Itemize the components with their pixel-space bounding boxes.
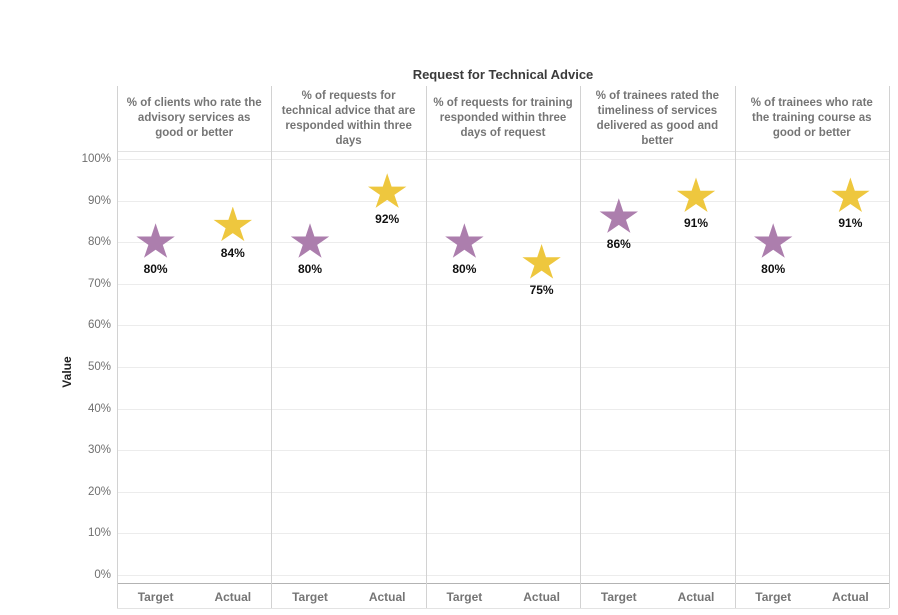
- y-axis-tick-label: 60%: [87, 319, 111, 332]
- panel-header: % of clients who rate the advisory servi…: [126, 97, 262, 139]
- panel-separator: [889, 86, 890, 608]
- y-axis-tick-label: 40%: [87, 402, 111, 415]
- y-axis-tick-label: 30%: [87, 444, 111, 457]
- target-star-marker: [599, 198, 638, 233]
- x-axis-category-label: Actual: [523, 590, 560, 604]
- x-axis-category-label: Target: [600, 590, 637, 604]
- x-axis-category-label: Target: [292, 590, 328, 604]
- data-point-label: 80%: [297, 262, 323, 277]
- data-point-label: 91%: [838, 216, 863, 231]
- panel-header: % of trainees who rate the training cour…: [750, 97, 873, 139]
- y-axis-tick-label: 100%: [81, 153, 111, 165]
- actual-star-marker: [676, 177, 716, 213]
- gridline: [117, 575, 889, 576]
- data-point-label: 92%: [375, 212, 400, 227]
- gridline: [117, 450, 889, 452]
- data-point-label: 86%: [606, 237, 631, 252]
- panel-separator: [271, 86, 272, 608]
- panel-separator: [117, 86, 118, 608]
- data-point-label: 75%: [529, 283, 554, 297]
- gridline: [117, 325, 889, 327]
- data-point-label: 91%: [683, 216, 709, 231]
- bottom-border: [117, 608, 889, 609]
- gridline: [117, 159, 889, 160]
- x-axis-line: [117, 583, 889, 584]
- panel-header: % of requests for training responded wit…: [433, 97, 573, 139]
- x-axis-category-label: Actual: [368, 590, 406, 604]
- y-axis-tick-label: 90%: [87, 194, 111, 207]
- x-axis-category-label: Actual: [677, 590, 715, 604]
- panel-header: % of trainees rated the timeliness of se…: [595, 89, 720, 147]
- panel-header: % of requests for technical advice that …: [281, 89, 416, 147]
- data-point-label: 80%: [143, 262, 168, 277]
- y-axis-tick-label: 80%: [87, 236, 111, 249]
- y-axis-tick-label: 70%: [87, 277, 111, 290]
- gridline: [117, 533, 889, 535]
- gridline: [117, 367, 889, 368]
- gridline: [117, 200, 889, 202]
- panel-separator: [580, 86, 581, 608]
- chart-title: Request for Technical Advice: [412, 67, 594, 82]
- actual-star-marker: [367, 173, 407, 208]
- y-axis-tick-label: 20%: [87, 485, 111, 498]
- gridline: [117, 242, 889, 244]
- gridline: [117, 408, 889, 410]
- x-axis-category-label: Target: [446, 590, 483, 604]
- x-axis-category-label: Actual: [832, 590, 869, 604]
- panel-separator: [426, 86, 427, 608]
- gridline: [117, 491, 889, 493]
- gridline: [117, 283, 889, 285]
- x-axis-category-label: Target: [137, 590, 174, 604]
- y-axis-tick-label: 50%: [87, 361, 111, 373]
- x-axis-category-label: Actual: [214, 590, 252, 604]
- actual-star-marker: [522, 244, 561, 279]
- panel-separator: [735, 86, 736, 608]
- actual-star-marker: [831, 177, 870, 213]
- actual-star-marker: [213, 206, 252, 242]
- data-point-label: 80%: [761, 262, 786, 277]
- data-point-label: 80%: [452, 262, 477, 277]
- data-point-label: 84%: [220, 245, 245, 260]
- header-bottom-border: [117, 151, 889, 152]
- x-axis-category-label: Target: [755, 590, 792, 604]
- y-axis-tick-label: 0%: [94, 569, 111, 581]
- y-axis-tick-label: 10%: [87, 527, 111, 540]
